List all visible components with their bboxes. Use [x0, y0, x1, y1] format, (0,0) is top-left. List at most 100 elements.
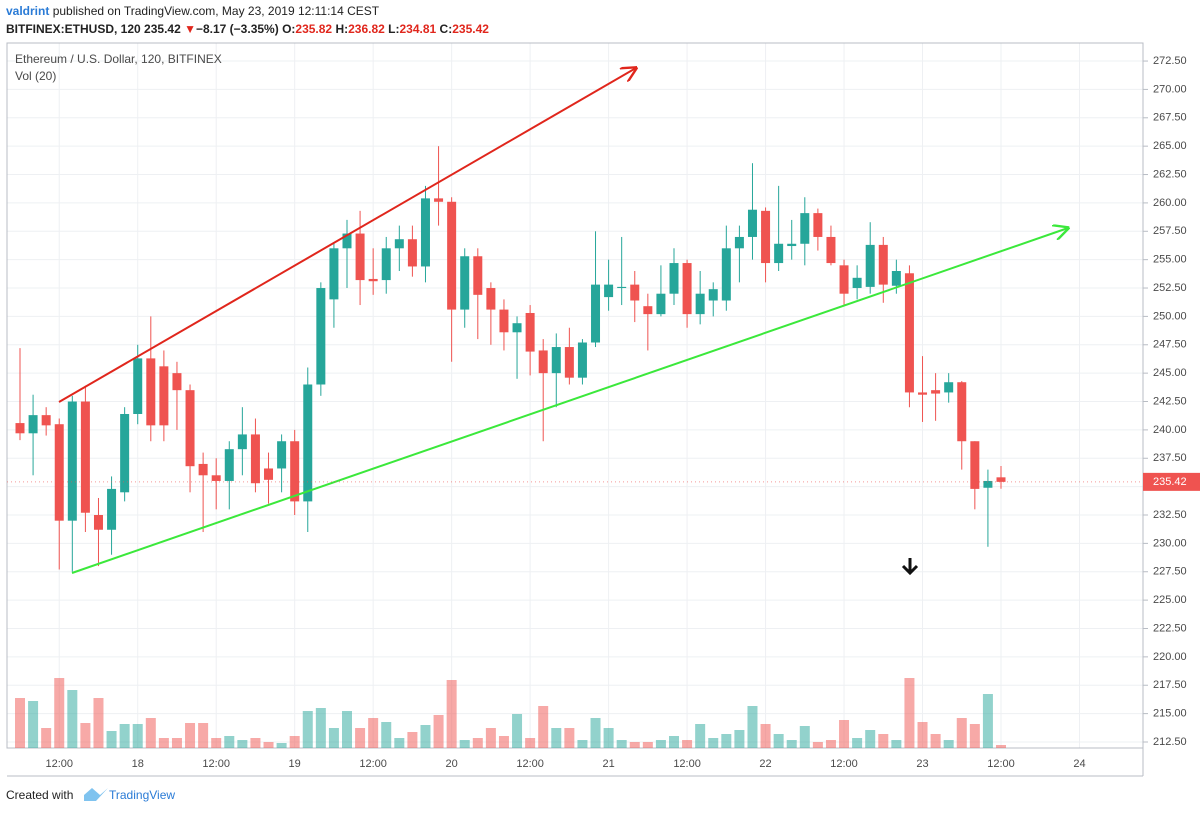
volume-bar [721, 734, 732, 748]
volume-bar [185, 723, 196, 748]
candle-body [342, 233, 352, 249]
candle-body [604, 284, 614, 298]
volume-bar [93, 698, 104, 748]
candle-body [93, 515, 103, 530]
chart-title: Ethereum / U.S. Dollar, 120, BITFINEX [15, 52, 222, 66]
symbol: BITFINEX:ETHUSD, 120 [6, 22, 141, 36]
y-tick-label: 262.50 [1153, 168, 1187, 180]
candle-body [368, 278, 378, 282]
volume-bar [956, 718, 967, 748]
volume-bar [315, 708, 326, 748]
volume-bar [407, 732, 418, 748]
volume-bar [930, 734, 941, 748]
volume-bar [381, 722, 392, 748]
x-tick-label: 19 [289, 758, 301, 770]
candle-body [957, 382, 967, 442]
candle-body [512, 323, 522, 333]
candle-body [538, 350, 548, 374]
volume-bar [54, 678, 65, 748]
candle-body [237, 434, 247, 450]
volume-bar [328, 728, 339, 748]
y-tick-label: 230.00 [1153, 537, 1187, 549]
volume-bar [734, 730, 745, 748]
volume-bar [891, 740, 902, 748]
candle-body [264, 468, 274, 480]
candle-body [120, 413, 130, 493]
y-tick-label: 265.00 [1153, 140, 1187, 152]
candle-body [983, 480, 993, 488]
volume-bar [145, 718, 156, 748]
candle-body [591, 284, 601, 343]
y-tick-label: 215.00 [1153, 708, 1187, 720]
y-tick-label: 267.50 [1153, 112, 1187, 124]
candle-body [54, 424, 64, 521]
volume-bar [132, 724, 143, 748]
y-tick-label: 255.00 [1153, 254, 1187, 266]
candle-body [80, 401, 90, 513]
candle-body [643, 306, 653, 315]
volume-bar [773, 734, 784, 748]
volume-bar [41, 728, 52, 748]
candle-body [107, 488, 117, 530]
y-tick-label: 242.50 [1153, 395, 1187, 407]
candle-body [891, 271, 901, 286]
volume-bar [839, 720, 850, 748]
grid [7, 43, 1143, 748]
candle-body [198, 463, 208, 476]
support-trendline [71, 228, 1068, 574]
candle-layer [15, 146, 1006, 572]
candle-body [447, 201, 457, 310]
candle-body [15, 423, 25, 434]
resistance-trendline [58, 68, 636, 403]
candle-body [133, 358, 143, 414]
x-tick-label: 21 [602, 758, 614, 770]
o-value: 235.82 [295, 22, 332, 36]
volume-bar [276, 743, 287, 748]
x-tick-label: 20 [446, 758, 458, 770]
candle-body [381, 248, 391, 281]
down-arrow [901, 558, 919, 576]
candle-body [734, 236, 744, 249]
symbol-line: BITFINEX:ETHUSD, 120 235.42 ▼−8.17 (−3.3… [6, 22, 489, 36]
volume-bar [171, 738, 182, 748]
footer-brand: TradingView [109, 788, 175, 802]
volume-bar [250, 738, 261, 748]
x-tick-label: 24 [1073, 758, 1085, 770]
x-tick-label: 12:00 [987, 758, 1015, 770]
volume-bar [198, 723, 209, 748]
volume-bar [655, 740, 666, 748]
volume-bar [525, 738, 536, 748]
y-tick-label: 227.50 [1153, 566, 1187, 578]
candle-body [250, 434, 260, 484]
volume-bar [590, 718, 601, 748]
volume-bar [760, 724, 771, 748]
y-tick-label: 220.00 [1153, 651, 1187, 663]
volume-bar [512, 714, 523, 748]
y-tick-label: 245.00 [1153, 367, 1187, 379]
candle-body [67, 401, 77, 521]
x-tick-label: 22 [759, 758, 771, 770]
volume-bar [603, 728, 614, 748]
last-price-box [1143, 472, 1200, 491]
volume-bar [564, 728, 575, 748]
last-price-label: 235.42 [1153, 476, 1187, 488]
volume-bar [420, 725, 431, 748]
candle-body [695, 293, 705, 315]
volume-bar [669, 736, 679, 748]
candle-body [486, 288, 496, 310]
volume-bar [642, 742, 653, 748]
candle-body [407, 239, 417, 267]
y-tick-label: 225.00 [1153, 594, 1187, 606]
volume-bar [538, 706, 549, 748]
candle-body [224, 449, 234, 481]
volume-bar [28, 701, 39, 748]
candle-body [630, 284, 640, 301]
change-arrow: ▼ [184, 22, 196, 36]
y-tick-label: 232.50 [1153, 509, 1187, 521]
x-tick-label: 12:00 [202, 758, 230, 770]
last-price: 235.42 [144, 22, 181, 36]
candle-body [172, 373, 182, 391]
volume-bar [237, 740, 248, 748]
change: −8.17 (−3.35%) [196, 22, 279, 36]
